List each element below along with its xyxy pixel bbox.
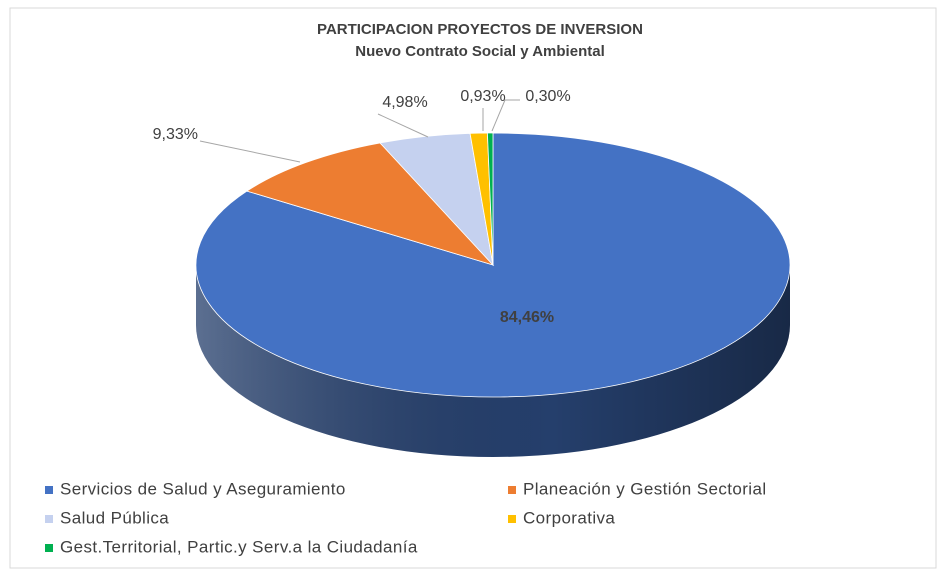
- legend-label: Planeación y Gestión Sectorial: [523, 479, 767, 498]
- legend-marker: [45, 515, 53, 523]
- data-label: 0,30%: [525, 88, 570, 105]
- legend-label: Servicios de Salud y Aseguramiento: [60, 479, 346, 498]
- chart-title: PARTICIPACION PROYECTOS DE INVERSION: [317, 21, 643, 38]
- legend-marker: [45, 486, 53, 494]
- data-label: 84,46%: [500, 309, 554, 326]
- legend-label: Corporativa: [523, 508, 615, 527]
- legend-marker: [508, 515, 516, 523]
- legend-label: Salud Pública: [60, 508, 169, 527]
- data-label: 4,98%: [382, 94, 427, 111]
- slice: [486, 132, 494, 266]
- chart-subtitle: Nuevo Contrato Social y Ambiental: [355, 43, 605, 60]
- leader-line: [199, 140, 301, 163]
- side-shade: [196, 265, 790, 457]
- legend-label: Gest.Territorial, Partic.y Serv.a la Ciu…: [60, 537, 418, 556]
- leader-line: [491, 99, 520, 132]
- data-label: 9,33%: [153, 126, 198, 143]
- slice: [246, 142, 495, 266]
- legend-marker: [45, 544, 53, 552]
- data-label: 0,93%: [460, 88, 505, 105]
- leader-line: [377, 113, 429, 138]
- legend-marker: [508, 486, 516, 494]
